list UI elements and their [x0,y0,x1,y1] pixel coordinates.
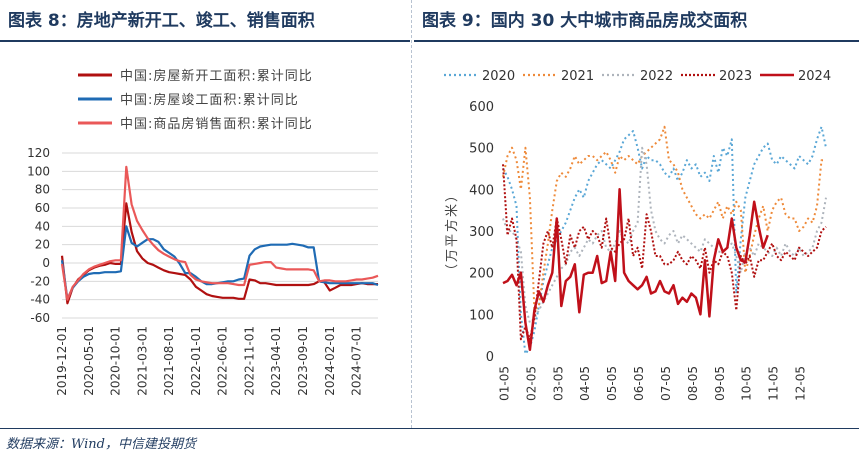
right-xtick-label: 10-05 [740,366,754,401]
right-xtick-label: 05-05 [605,366,619,401]
left-panel-title: 图表 8：房地产新开工、竣工、销售面积 [0,0,410,42]
left-ytick-label: -60 [30,311,50,325]
right-series-line-1 [502,125,826,312]
right-legend-label-0: 2020 [482,69,515,84]
left-xtick-label: 2021-03-01 [135,326,149,396]
panel-divider [411,0,412,428]
right-xtick-label: 12-05 [794,366,808,401]
left-xtick-label: 2024-02-01 [323,326,337,396]
right-legend-label-1: 2021 [561,69,594,84]
left-xtick-label: 2023-09-01 [296,326,310,396]
left-ytick-label: 120 [27,146,50,160]
left-xtick-label: 2020-05-01 [82,326,96,396]
left-ytick-label: 80 [35,183,50,197]
left-ytick-label: 20 [35,238,50,252]
right-ytick-label: 0 [486,350,494,365]
right-xtick-label: 02-05 [524,366,538,401]
right-xtick-label: 07-05 [659,366,673,401]
left-xtick-label: 2023-04-01 [269,326,283,396]
right-xtick-label: 11-05 [767,366,781,401]
right-ytick-label: 400 [469,183,494,198]
left-xtick-label: 2022-06-01 [216,326,230,396]
right-xtick-label: 01-05 [497,366,511,401]
right-legend-label-4: 2024 [798,69,831,84]
right-ytick-label: 200 [469,267,494,282]
left-xtick-label: 2019-12-01 [55,326,69,396]
left-ytick-label: 100 [27,164,50,178]
left-ytick-label: 40 [35,219,50,233]
left-ytick-label: 0 [42,256,50,270]
left-xtick-label: 2022-11-01 [242,326,256,396]
left-ytick-label: 60 [35,201,50,215]
right-xtick-label: 08-05 [686,366,700,401]
right-ylabel: （万平方米） [444,187,460,277]
right-panel-title: 图表 9：国内 30 大中城市商品房成交面积 [414,0,859,42]
left-series-line-0 [60,202,378,305]
left-ytick-label: -20 [30,274,50,288]
right-ytick-label: 100 [469,308,494,323]
right-xtick-label: 03-05 [551,366,565,401]
right-ytick-label: 600 [469,100,494,115]
left-ytick-label: -40 [30,293,50,307]
bottom-rule [0,428,859,429]
right-xtick-label: 06-05 [632,366,646,401]
right-ytick-label: 300 [469,225,494,240]
right-series-line-0 [502,125,827,355]
right-series-line-3 [502,164,827,341]
left-legend-label-1: 中国:房屋竣工面积:累计同比 [120,92,299,108]
right-xtick-label: 09-05 [713,366,727,401]
left-xtick-label: 2020-10-01 [109,326,123,396]
right-xtick-label: 04-05 [578,366,592,401]
right-series-line-2 [502,146,827,324]
left-legend-label-2: 中国:商品房销售面积:累计同比 [120,116,313,132]
right-ytick-label: 500 [469,142,494,157]
right-legend-label-2: 2022 [640,69,673,84]
left-xtick-label: 2022-01-01 [189,326,203,396]
left-xtick-label: 2024-07-01 [350,326,364,396]
source-note: 数据来源：Wind，中信建投期货 [6,437,196,452]
right-legend-label-3: 2023 [719,69,752,84]
left-xtick-label: 2021-08-01 [162,326,176,396]
left-series-line-2 [60,165,379,301]
left-legend-label-0: 中国:房屋新开工面积:累计同比 [120,68,313,84]
right-series-line-4 [502,188,769,352]
